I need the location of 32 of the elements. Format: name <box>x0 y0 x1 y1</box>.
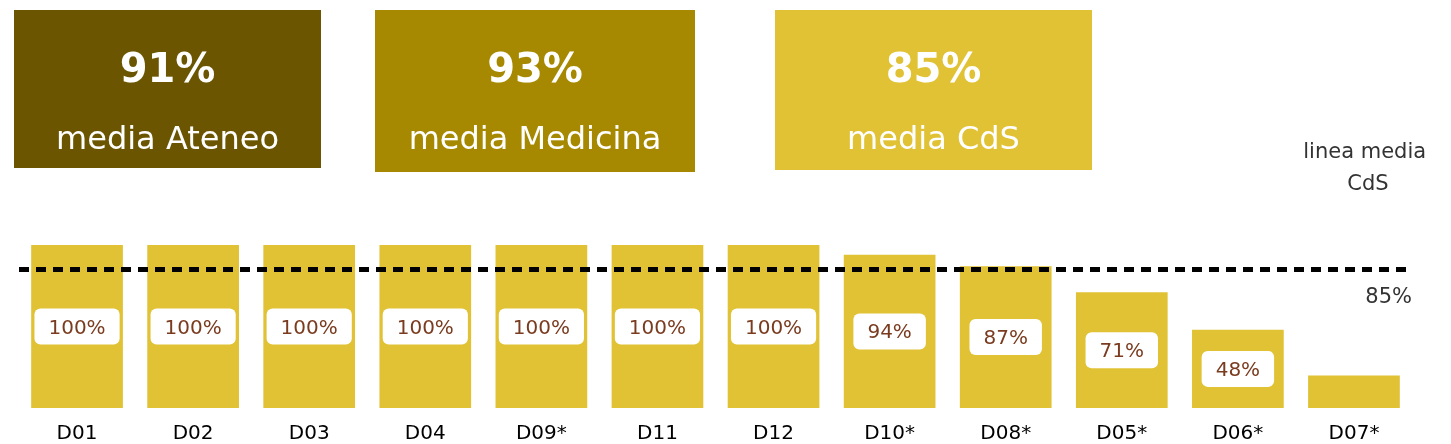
x-tick-label: D04 <box>404 420 446 444</box>
data-label: 100% <box>512 314 570 339</box>
ref-line-label: 85% <box>1365 283 1412 308</box>
x-tick-label: D09* <box>515 420 567 444</box>
data-label: 100% <box>396 314 454 339</box>
x-tick-label: D08* <box>980 420 1032 444</box>
text: 93% <box>487 45 583 91</box>
x-tick-label: D05* <box>1096 420 1148 444</box>
bar <box>1308 375 1400 408</box>
x-tick-label: D02 <box>172 420 214 444</box>
x-tick-label: D01 <box>56 420 98 444</box>
text: 91% <box>119 45 216 91</box>
text: media CdS <box>847 119 1020 157</box>
data-label: 100% <box>164 314 222 339</box>
x-tick-label: D11 <box>637 420 678 444</box>
text: 85% <box>885 45 982 91</box>
data-label: 87% <box>983 325 1028 350</box>
text: media Ateneo <box>56 119 279 157</box>
data-label: 100% <box>280 314 338 339</box>
data-label: 48% <box>1215 356 1261 381</box>
x-tick-label: D10* <box>864 420 916 444</box>
x-tick-label: D03 <box>288 420 330 444</box>
text: media Medicina <box>408 119 662 157</box>
data-label: 94% <box>867 319 912 344</box>
text: linea media CdS <box>1303 139 1433 195</box>
x-tick-label: D06* <box>1212 420 1264 444</box>
x-tick-label: D07* <box>1328 420 1380 444</box>
data-label: 71% <box>1099 338 1145 363</box>
data-label: 100% <box>48 314 106 339</box>
data-label: 100% <box>744 314 803 339</box>
data-label: 100% <box>628 314 687 339</box>
x-tick-label: D12 <box>753 420 794 444</box>
